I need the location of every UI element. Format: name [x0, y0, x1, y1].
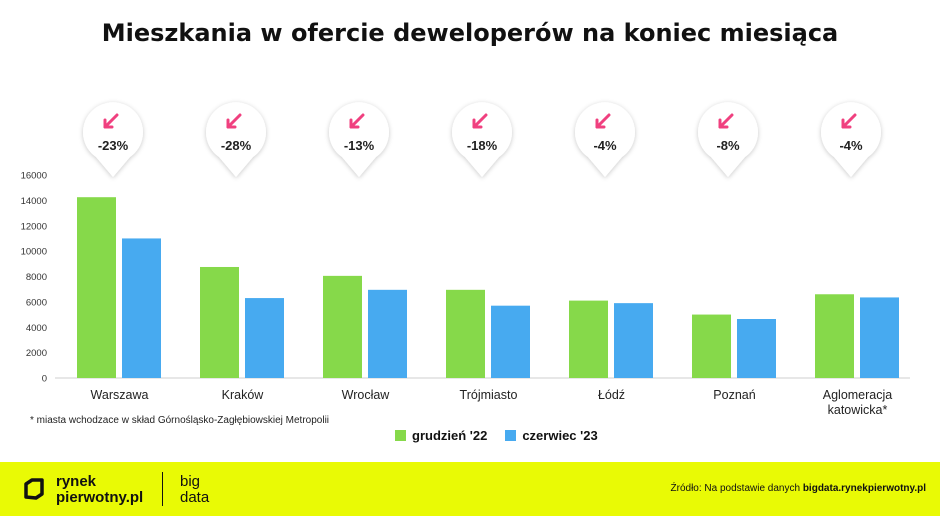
change-label: -8%	[716, 138, 740, 153]
x-tick-label: Poznań	[713, 388, 755, 402]
bar-series2	[368, 289, 407, 378]
callout-bubble	[83, 102, 144, 177]
source-link[interactable]: bigdata.rynekpierwotny.pl	[802, 483, 926, 494]
bar-series2	[122, 238, 161, 378]
legend-swatch-series1	[395, 430, 406, 441]
y-tick-label: 4000	[26, 323, 47, 334]
change-callout: -4%	[575, 102, 636, 177]
y-tick-label: 12000	[21, 221, 47, 232]
change-callout: -13%	[329, 102, 390, 177]
change-callout: -4%	[821, 102, 881, 177]
arrow-down-left-icon	[595, 113, 611, 129]
bar-series1	[77, 197, 116, 378]
bigdata-logo-text: big data	[180, 474, 209, 506]
bar-series1	[692, 314, 731, 378]
legend: grudzień '22 czerwiec '23	[395, 428, 598, 443]
change-label: -13%	[344, 138, 375, 153]
callout-bubble	[329, 102, 390, 177]
arrow-down-left-icon	[226, 113, 242, 129]
bar-series1	[323, 275, 362, 378]
arrow-down-left-icon	[718, 113, 734, 129]
bar-series2	[614, 303, 653, 378]
chart-title: Mieszkania w ofercie deweloperów na koni…	[101, 19, 839, 47]
legend-item-series1: grudzień '22	[395, 428, 487, 443]
source-note: Źródło: Na podstawie danych bigdata.ryne…	[671, 483, 926, 494]
x-tick-label: Warszawa	[91, 388, 149, 402]
arrow-down-left-icon	[349, 113, 365, 129]
bar-series2	[245, 298, 284, 378]
callout-bubble	[575, 102, 636, 177]
callout-bubble	[452, 102, 512, 177]
change-callout: -18%	[452, 102, 512, 177]
bar-series1	[446, 289, 485, 378]
x-tick-label: Łódź	[598, 388, 625, 402]
footer-bar: rynek pierwotny.pl big data Źródło: Na p…	[0, 462, 940, 516]
legend-swatch-series2	[505, 430, 517, 441]
bar-chart: -23% -28% -13% -18% -4% -8% -4% 0 2000 4000 6000 8…	[21, 102, 910, 417]
change-label: -23%	[98, 138, 129, 153]
x-tick-label: Aglomeracja	[823, 388, 893, 402]
y-tick-label: 14000	[21, 196, 47, 207]
footnote: * miasta wchodzace w skład Górnośląsko-Z…	[30, 415, 330, 426]
x-tick-label: Kraków	[222, 388, 265, 402]
arrow-down-left-icon	[103, 113, 119, 129]
change-callout: -8%	[697, 102, 758, 177]
change-callout: -23%	[83, 102, 144, 177]
change-label: -28%	[221, 138, 252, 153]
bar-series2	[491, 305, 530, 378]
legend-item-series2: czerwiec '23	[505, 428, 598, 443]
arrow-down-left-icon	[841, 113, 857, 129]
rynekpierwotny-logo-text: rynek pierwotny.pl	[56, 474, 143, 506]
bar-series1	[815, 294, 854, 378]
y-tick-label: 2000	[26, 348, 47, 359]
change-label: -4%	[593, 138, 617, 153]
rynekpierwotny-logo-icon	[24, 478, 44, 500]
logo-line2: pierwotny.pl	[56, 489, 144, 506]
bar-series1	[569, 300, 608, 378]
x-tick-label: katowicka*	[828, 403, 888, 417]
arrow-down-left-icon	[472, 113, 488, 129]
y-tick-label: 6000	[26, 297, 47, 308]
source-prefix: Źródło: Na podstawie danych	[670, 483, 801, 494]
legend-label-series2: czerwiec '23	[522, 428, 598, 443]
callout-bubble	[821, 102, 881, 177]
x-tick-label: Trójmiasto	[460, 388, 518, 402]
change-callout: -28%	[205, 102, 266, 177]
legend-label-series1: grudzień '22	[412, 428, 488, 443]
logo2-line2: data	[180, 489, 210, 506]
callout-bubble	[697, 102, 758, 177]
y-tick-label: 0	[42, 374, 47, 385]
y-tick-label: 8000	[26, 272, 47, 283]
logo-separator	[162, 472, 163, 506]
y-tick-label: 10000	[21, 247, 47, 258]
callout-bubble	[205, 102, 266, 177]
logo-line1: rynek	[56, 473, 97, 490]
change-label: -4%	[839, 138, 863, 153]
x-tick-label: Wrocław	[342, 388, 391, 402]
change-label: -18%	[467, 138, 498, 153]
bar-series2	[737, 319, 776, 378]
bar-series2	[860, 297, 899, 378]
logo2-line1: big	[180, 473, 201, 490]
y-tick-label: 16000	[21, 171, 47, 182]
bar-series1	[200, 266, 239, 378]
